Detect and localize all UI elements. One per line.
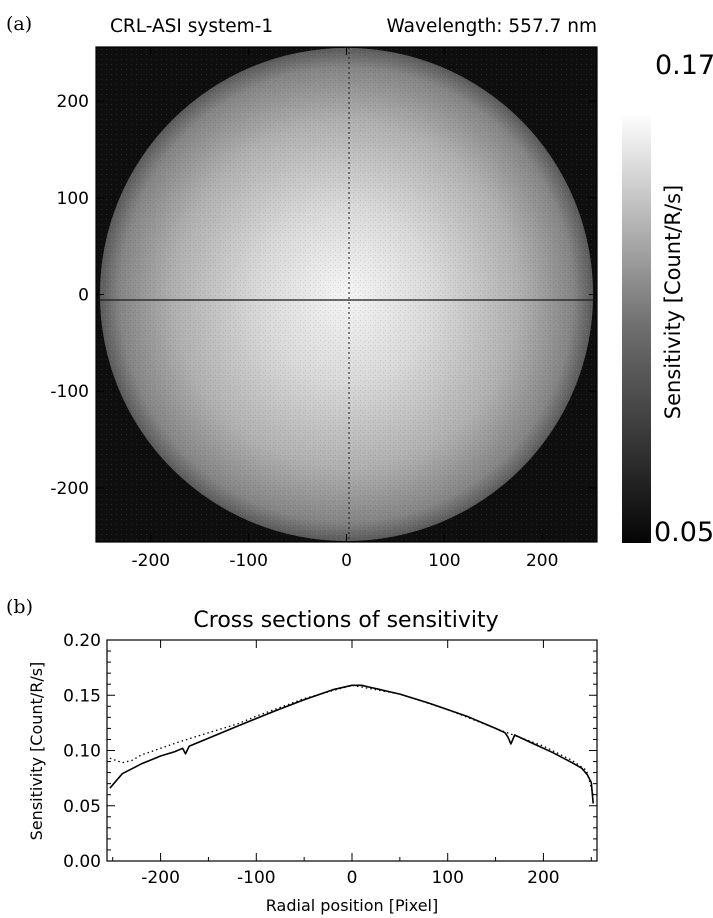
line-x-tick-label: 0	[347, 868, 358, 888]
panel-b-label: (b)	[6, 596, 33, 618]
line-series-group	[109, 684, 594, 804]
heatmap-x-tick-label: 100	[428, 551, 460, 571]
line-chart-title: Cross sections of sensitivity	[193, 608, 498, 633]
line-y-tick-label: 0.05	[63, 797, 101, 817]
heatmap-x-tick-label: -200	[132, 551, 171, 571]
line-x-tick-label: -200	[141, 868, 180, 888]
line-y-tick-label: 0.10	[63, 742, 101, 762]
line-y-tick-label: 0.00	[63, 852, 101, 872]
colorbar-label: Sensitivity [Count/R/s]	[661, 185, 685, 419]
heatmap-y-tick-label: 200	[57, 92, 89, 112]
line-x-tick-label: 200	[527, 868, 559, 888]
heatmap-x-tick-label: 0	[341, 551, 352, 571]
heatmap-y-tick-label: -100	[50, 382, 89, 402]
colorbar-min-label: 0.05	[654, 517, 713, 548]
panel-a-label: (a)	[6, 13, 32, 35]
heatmap-title-left: CRL-ASI system-1	[110, 16, 273, 37]
line-y-tick-label: 0.15	[63, 686, 101, 706]
colorbar-max-label: 0.17	[655, 50, 713, 81]
heatmap-x-tick-label: 200	[526, 551, 558, 571]
colorbar	[622, 113, 651, 543]
heatmap-y-tick-label: -200	[50, 479, 89, 499]
heatmap	[96, 47, 597, 542]
line-chart-xlabel: Radial position [Pixel]	[266, 896, 438, 915]
line-y-tick-label: 0.20	[63, 631, 101, 651]
line-x-tick-label: 100	[431, 868, 463, 888]
heatmap-axes: -200 -100 0 100 200 200 100 0 -100 -200	[50, 47, 597, 571]
line-x-tick-label: -100	[237, 868, 276, 888]
dotted-series-line	[109, 684, 594, 795]
line-chart-frame	[106, 639, 598, 862]
solid-series-line	[109, 684, 594, 804]
line-chart-ylabel: Sensitivity [Count/R/s]	[27, 662, 46, 841]
heatmap-grain	[96, 47, 597, 542]
heatmap-title-right: Wavelength: 557.7 nm	[387, 16, 597, 37]
heatmap-y-tick-label: 100	[57, 189, 89, 209]
line-chart-axes: -200 -100 0 100 200 0.00 0.05 0.10 0.15 0.20	[63, 631, 597, 888]
heatmap-x-tick-label: -100	[229, 551, 268, 571]
heatmap-y-tick-label: 0	[78, 286, 89, 306]
